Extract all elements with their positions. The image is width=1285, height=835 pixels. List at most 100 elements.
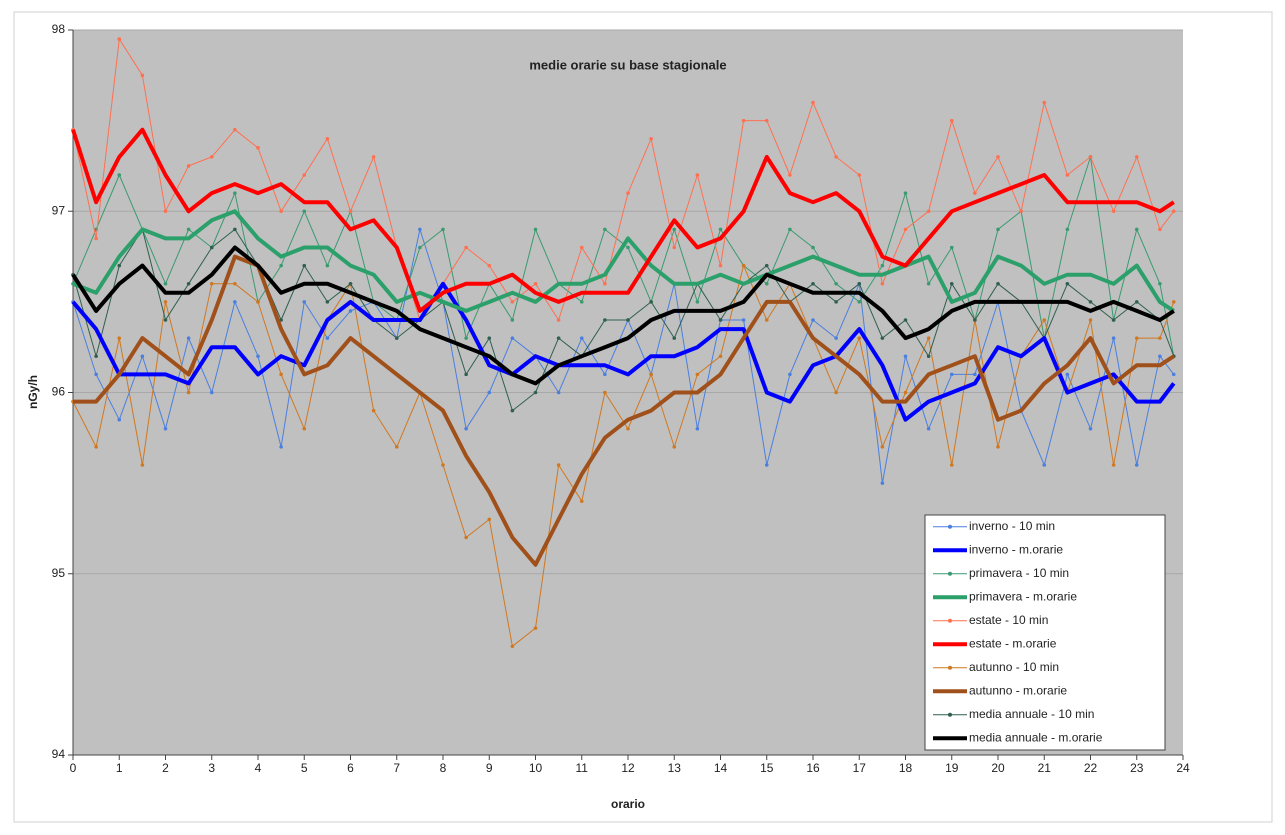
point [626, 318, 630, 322]
point [256, 354, 260, 359]
point [464, 336, 468, 340]
point [464, 426, 468, 431]
point [926, 354, 931, 359]
point [973, 372, 977, 377]
point [764, 318, 769, 322]
point [325, 263, 330, 268]
point [1171, 209, 1176, 214]
point [811, 281, 815, 286]
point [834, 155, 838, 159]
point [325, 336, 330, 340]
x-tick-label: 9 [486, 761, 493, 775]
point [487, 517, 492, 522]
x-tick-label: 13 [668, 761, 682, 775]
point [880, 445, 885, 449]
point [1111, 463, 1116, 467]
point [163, 300, 168, 304]
point [279, 209, 283, 214]
point [1088, 426, 1093, 431]
legend-label: autunno - 10 min [969, 660, 1059, 674]
legend-label: estate - 10 min [969, 613, 1048, 627]
point [348, 309, 353, 313]
point [996, 281, 1000, 286]
point [94, 354, 98, 359]
point [973, 318, 977, 322]
point [117, 336, 122, 340]
point [880, 481, 885, 485]
point [880, 263, 885, 268]
point [926, 281, 931, 286]
point [186, 281, 191, 286]
point [163, 318, 168, 322]
legend-label: media annuale - m.orarie [969, 730, 1103, 744]
point [649, 372, 653, 377]
point [394, 336, 399, 340]
point [579, 336, 584, 340]
point [695, 173, 700, 177]
point [926, 336, 931, 340]
legend-label: autunno - m.orarie [969, 683, 1067, 697]
chart-title: medie orarie su base stagionale [529, 57, 726, 72]
point [233, 127, 237, 132]
point [1171, 372, 1176, 377]
point [857, 281, 862, 286]
legend-marker [948, 571, 952, 576]
y-tick-label: 96 [52, 385, 66, 399]
point [603, 281, 607, 286]
series-line [71, 127, 1175, 313]
point [1042, 463, 1047, 467]
point [1019, 209, 1023, 214]
point [233, 300, 237, 304]
point [209, 245, 214, 250]
x-tick-label: 18 [899, 761, 913, 775]
point [233, 191, 237, 195]
point [1088, 300, 1093, 304]
point [1065, 372, 1070, 377]
point [510, 644, 515, 649]
point [418, 245, 422, 250]
legend-box [924, 514, 1166, 751]
point [603, 318, 607, 322]
point [764, 463, 769, 467]
point [556, 318, 561, 322]
legend-marker [948, 665, 952, 670]
point [163, 426, 168, 431]
point [371, 408, 376, 413]
point [1065, 281, 1070, 286]
point [186, 390, 191, 395]
point [695, 426, 700, 431]
point [209, 390, 214, 395]
point [510, 336, 515, 340]
x-tick-label: 3 [208, 761, 215, 775]
point [603, 227, 607, 232]
point [834, 300, 838, 304]
series-line [71, 245, 1175, 386]
point [556, 390, 561, 395]
point [302, 263, 307, 268]
point [256, 300, 260, 304]
point [163, 209, 168, 214]
y-tick-label: 95 [52, 566, 66, 580]
x-tick-label: 2 [162, 761, 169, 775]
x-tick-label: 0 [70, 761, 77, 775]
point [348, 281, 353, 286]
point [140, 354, 145, 359]
point [441, 227, 445, 232]
point [764, 263, 769, 268]
point [741, 118, 746, 123]
legend-label: primavera - m.orarie [969, 589, 1077, 603]
x-tick-label: 8 [440, 761, 447, 775]
point [302, 173, 307, 177]
point [857, 336, 862, 340]
point [949, 372, 954, 377]
point [94, 236, 98, 241]
point [209, 155, 214, 159]
point [464, 535, 468, 540]
point [556, 463, 561, 467]
point [718, 354, 723, 359]
legend-marker [948, 618, 952, 623]
point [1158, 227, 1162, 232]
legend-marker [948, 712, 952, 717]
point [764, 281, 769, 286]
point [279, 372, 283, 377]
